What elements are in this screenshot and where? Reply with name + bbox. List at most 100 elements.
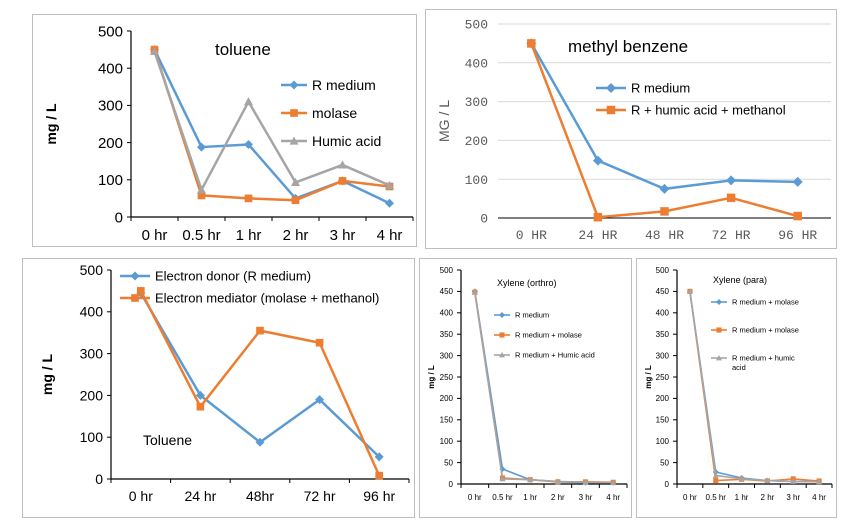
y-tick-label: 500 [465, 18, 488, 33]
x-tick-label: 72 HR [712, 228, 751, 243]
data-point [195, 390, 205, 400]
data-point [527, 476, 534, 483]
data-point [471, 289, 478, 295]
y-tick-label: 50 [444, 458, 453, 467]
x-tick-label: 3 hr [330, 227, 356, 244]
x-tick-label: 4 hr [377, 227, 403, 244]
y-tick-label: 150 [440, 416, 454, 425]
data-point [196, 402, 205, 411]
x-tick-label: 48hr [246, 488, 274, 504]
series-line [689, 291, 820, 482]
y-tick-label: 0 [95, 471, 103, 487]
y-tick-label: 0 [115, 209, 123, 226]
data-point [554, 478, 561, 484]
series-line [474, 292, 614, 484]
y-tick-label: 300 [465, 95, 488, 110]
x-tick-label: 0 hr [468, 493, 482, 502]
data-point [686, 288, 693, 294]
chart-toluene-electron: 0 100 200 300 400 500 0 hr 24 hr 48hr 72 hr 96 hr m… [39, 262, 410, 504]
data-point [374, 452, 384, 462]
y-tick-label: 100 [440, 437, 454, 446]
data-point [792, 176, 803, 187]
series-r-medium-humic-acid [471, 289, 617, 486]
y-tick-label: 200 [440, 394, 454, 403]
x-tick-label: 72 hr [304, 488, 336, 504]
chart-title: Toluene [143, 432, 192, 448]
y-axis-label: mg / L [427, 365, 436, 389]
y-tick-label: 400 [98, 60, 123, 77]
legend-label: Electron mediator (molase + methanol) [155, 291, 379, 306]
series-electron-donor-r-medium [136, 288, 384, 462]
series-electron-mediator-molase-methanol [136, 287, 384, 480]
legend: R medium R medium + molase R medium + Humi… [494, 311, 595, 360]
y-tick-label: 0 [665, 480, 670, 489]
y-tick-label: 200 [465, 134, 488, 149]
data-point [244, 139, 253, 149]
data-point [338, 177, 347, 185]
x-tick-label: 2 hr [283, 227, 309, 244]
legend-label: R medium [515, 311, 549, 320]
series-molase [150, 45, 394, 205]
y-tick-label: 100 [98, 172, 123, 189]
data-point [136, 287, 145, 295]
data-point [197, 191, 206, 200]
data-point [255, 437, 265, 447]
y-tick-label: 200 [98, 135, 123, 152]
x-tick-label: 2 hr [551, 493, 565, 502]
x-tick-label: 1 hr [236, 227, 262, 244]
legend: Electron donor (R medium) Electron mediat… [120, 269, 379, 306]
series-humic-acid [150, 46, 394, 194]
y-tick-label: 50 [660, 458, 669, 467]
legend-label: molase [312, 105, 357, 121]
chart-xylene-para: 0 50 100 150 200 250 300 350 400 450 500 0 hr 0.5 hr… [644, 266, 833, 502]
x-tick-label: 96 hr [363, 488, 395, 504]
y-tick-label: 450 [440, 287, 454, 296]
data-point [338, 160, 347, 169]
legend: R medium molase Humic acid [281, 77, 381, 149]
y-tick-label: 350 [656, 330, 670, 339]
chart-title: toluene [215, 40, 271, 59]
y-tick-label: 250 [656, 373, 670, 382]
y-tick-label: 0 [449, 480, 454, 489]
x-tick-label: 3 hr [579, 493, 593, 502]
y-tick-label: 200 [80, 387, 104, 403]
data-point [726, 193, 736, 203]
x-tick-label: 0 HR [516, 228, 547, 243]
chart-xylene-ortho: 0 50 100 150 200 250 300 350 400 450 500 0 hr 0.5 hr… [427, 266, 628, 502]
data-point [610, 479, 617, 486]
data-point [385, 180, 394, 189]
y-tick-label: 300 [80, 346, 104, 362]
legend-swatch-marker [499, 332, 505, 338]
data-point [713, 478, 719, 484]
x-tick-label: 0 hr [129, 488, 153, 504]
x-tick-label: 2 hr [761, 493, 775, 502]
legend-label: R medium [631, 81, 690, 96]
chart-title: Xylene (orthro) [497, 278, 557, 288]
y-axis-label: mg / L [39, 353, 55, 395]
legend-swatch-marker [606, 105, 616, 115]
y-axis-label: mg / L [43, 103, 59, 145]
data-point [660, 207, 669, 216]
legend-label: R medium + humic [732, 354, 795, 363]
legend: R medium R + humic acid + methanol [596, 81, 786, 118]
y-tick-label: 400 [656, 309, 670, 318]
y-tick-label: 100 [465, 173, 488, 188]
y-tick-label: 100 [656, 437, 670, 446]
x-tick-label: 4 hr [812, 493, 826, 502]
series-r-humic-acid-methanol [527, 39, 802, 222]
series-r-medium-humic-acid [686, 288, 823, 485]
series-line [153, 49, 391, 205]
data-point [592, 155, 603, 166]
y-axis-label: mg / L [644, 365, 653, 389]
legend-swatch-marker [716, 355, 722, 361]
legend-label: R medium + molase [732, 298, 799, 307]
data-point [793, 211, 802, 221]
chart-panel-methyl-benzene: 0 100 200 300 400 500 0 HR 24 HR 48 HR 72 HR 96 HR… [425, 9, 837, 249]
y-axis-label: MG / L [436, 100, 452, 142]
data-point [256, 326, 264, 335]
x-tick-label: 0 hr [142, 227, 168, 244]
data-point [197, 185, 206, 194]
chart-title: Xylene (para) [713, 275, 767, 285]
data-point [150, 46, 159, 56]
legend-label: acid [732, 363, 746, 372]
